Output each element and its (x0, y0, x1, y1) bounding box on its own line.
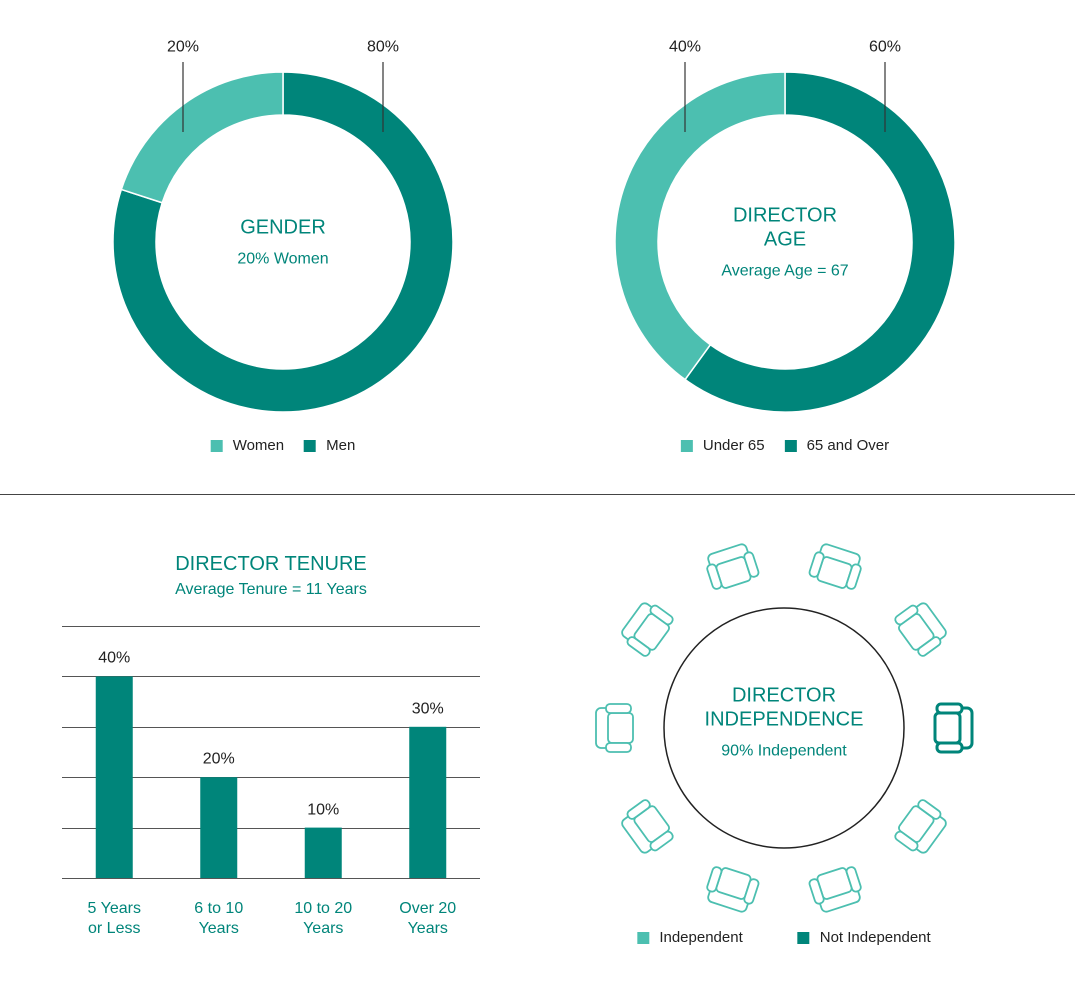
legend: Under 65 65 and Over (680, 437, 890, 455)
legend-label: Men (326, 437, 356, 454)
chair-arm (845, 563, 862, 590)
value-label: 40% (98, 649, 131, 667)
chair (894, 799, 947, 854)
chair-arm (605, 742, 632, 753)
value-label: 10% (307, 801, 340, 818)
legend-swatch (210, 440, 223, 452)
x-tick-label: 6 to 10 Years (194, 900, 244, 937)
chair (933, 702, 974, 754)
value-label: 60% (868, 38, 902, 56)
legend-label: Under 65 (702, 437, 765, 454)
bar (95, 676, 133, 878)
chair (808, 866, 862, 913)
chair-arm (649, 604, 674, 626)
heading: GENDER 20% Women (237, 215, 328, 268)
legend-item: Independent (637, 929, 743, 947)
value-label: 20% (202, 750, 235, 768)
legend: Independent Not Independent (637, 929, 931, 947)
legend-label: Not Independent (819, 929, 931, 946)
legend-swatch (304, 440, 317, 452)
chair-arm (605, 703, 632, 714)
chair-arm (917, 636, 942, 657)
chart-title: DIRECTOR AGE (732, 204, 838, 251)
legend: Women Men (210, 437, 355, 455)
value-label: 30% (411, 700, 444, 718)
bar (409, 726, 447, 878)
value-label: 20% (166, 38, 200, 56)
chair (595, 703, 634, 753)
chair-arm (743, 878, 760, 905)
chair-arm (743, 551, 760, 578)
chair-arm (706, 563, 723, 590)
chair-arm (894, 830, 919, 852)
value-label: 40% (668, 38, 702, 56)
donut-segment (112, 71, 454, 413)
legend-swatch (637, 932, 650, 944)
chart-subtitle: 90% Independent (721, 742, 847, 760)
chair-arm (935, 702, 964, 715)
chair (808, 543, 862, 590)
chart-title: DIRECTOR INDEPENDENCE (704, 684, 864, 731)
legend-label: Women (232, 437, 285, 454)
donut-segment (120, 71, 284, 204)
chair-arm (845, 866, 862, 893)
donut-segment (684, 71, 956, 413)
chart-subtitle: Average Age = 67 (721, 262, 849, 280)
chair-arm (808, 878, 825, 905)
table (663, 607, 905, 849)
legend-item: Under 65 (680, 437, 765, 455)
chair-arm (808, 551, 825, 578)
chair (621, 799, 674, 854)
x-tick-label: 10 to 20 Years (294, 900, 353, 937)
heading: DIRECTOR TENURE Average Tenure = 11 Years (175, 552, 367, 599)
chair-arm (706, 866, 723, 893)
bar (200, 777, 238, 878)
chair-seat (607, 712, 634, 744)
legend-item: Women (210, 437, 285, 455)
chair-arm (649, 830, 674, 852)
bar (304, 827, 342, 878)
chair-arm (626, 636, 651, 657)
legend-label: Independent (659, 929, 743, 946)
heading: DIRECTOR INDEPENDENCE 90% Independent (705, 683, 864, 760)
chart-subtitle: Average Tenure = 11 Years (175, 581, 367, 598)
legend-swatch (797, 932, 810, 944)
value-label: 80% (366, 38, 400, 56)
legend-swatch (680, 440, 693, 452)
legend-item: Men (304, 437, 355, 455)
chair (894, 602, 947, 657)
chair-arm (894, 604, 919, 626)
chair (621, 602, 674, 657)
x-tick-label: Over 20 Years (399, 900, 457, 937)
legend-swatch (784, 440, 797, 452)
chair (706, 543, 760, 590)
chair-arm (935, 741, 964, 754)
legend-item: Not Independent (797, 929, 931, 947)
x-tick-label: 5 Years or Less (87, 900, 141, 937)
legend-label: 65 and Over (806, 437, 890, 454)
chair (706, 866, 760, 913)
chair-arm (917, 799, 942, 820)
chart-subtitle: 20% Women (237, 250, 329, 268)
heading: DIRECTOR AGE Average Age = 67 (721, 203, 848, 280)
chart-title: GENDER (240, 216, 326, 239)
donut-segment (614, 71, 786, 381)
legend-item: 65 and Over (784, 437, 890, 455)
chair-seat (933, 711, 962, 745)
chart-title: DIRECTOR TENURE (175, 553, 367, 575)
chair-arm (626, 799, 651, 820)
